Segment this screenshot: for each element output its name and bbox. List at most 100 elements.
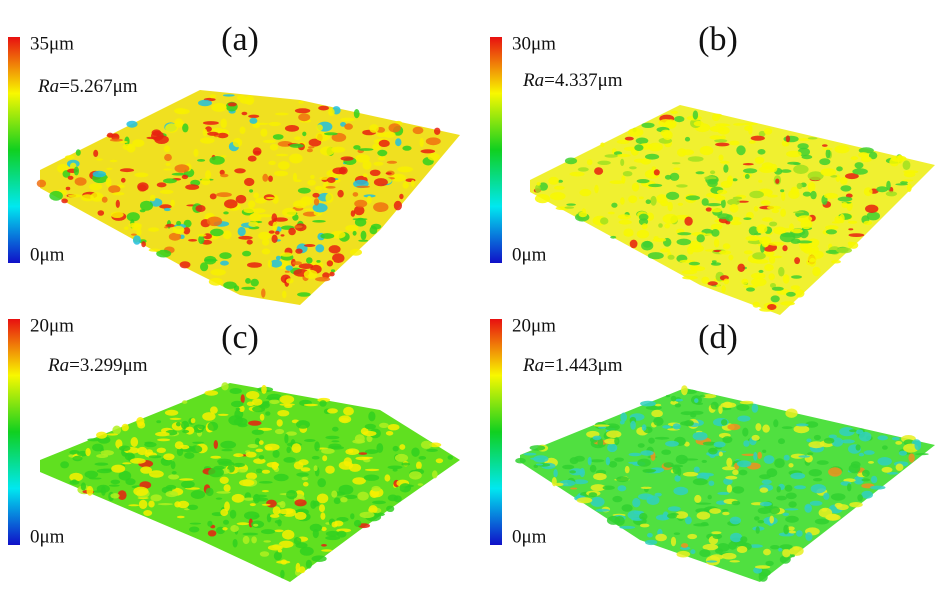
surface-texture [303,269,318,279]
surface-texture [200,137,215,144]
surface-texture [390,173,407,182]
surface-texture [364,468,380,472]
surface-texture [321,544,327,547]
surface-texture [676,184,688,188]
surface-texture [232,462,245,468]
surface-texture [397,166,413,173]
surface-texture [709,135,722,140]
surface-texture [165,490,178,498]
surface-texture [612,495,623,503]
surface-texture [274,428,285,435]
surface-texture [263,540,272,543]
surface-texture [133,486,149,496]
surface-texture [742,163,754,166]
surface-texture [386,160,398,164]
surface-texture [836,166,843,172]
surface-texture [366,435,373,443]
surface-texture [756,224,768,234]
roughness: Ra=5.267μm [37,76,138,97]
scale-max: 35μm [30,33,74,54]
surface-texture [278,540,294,548]
surface-texture [834,145,850,154]
surface-texture [627,510,643,520]
surface-texture [758,179,763,183]
surface-texture [369,226,378,235]
surface-texture [796,138,811,141]
surface-texture [285,265,293,271]
surface-texture [757,507,772,514]
surface-texture [716,189,728,195]
surface-texture [848,241,859,249]
surface-texture [309,523,323,532]
surface-texture [682,275,698,280]
surface-texture [85,448,91,457]
surface-texture [185,184,200,190]
surface-texture [322,455,328,462]
surface-texture [813,434,822,441]
surface-texture [304,439,316,442]
surface-texture [743,440,750,447]
surface-texture [326,260,334,267]
surface-texture [614,437,620,446]
surface-texture [535,463,544,466]
surface-texture [259,551,270,557]
surface-texture [429,442,442,448]
surface-texture [761,479,772,485]
surface-texture [667,513,677,519]
surface-texture [163,168,172,171]
surface-texture [728,541,738,550]
surface-texture [174,441,184,450]
surface-texture [718,405,723,415]
surface-texture [251,429,264,435]
surface-texture [757,520,765,524]
surface-texture [328,108,335,116]
surface-texture [124,452,135,461]
surface-texture [387,494,398,502]
surface-texture [739,400,754,405]
surface-texture [533,455,549,463]
surface-texture [164,153,172,162]
surface-texture [222,230,232,240]
surface-texture [426,448,438,452]
surface-texture [699,145,714,156]
surface-texture [109,138,123,142]
surface-texture [261,288,266,298]
surface-texture [523,452,537,456]
surface-texture [786,291,796,297]
surface-texture [614,516,625,526]
surface-texture [282,207,297,217]
scale-max: 30μm [512,33,556,54]
surface-texture [163,145,171,153]
surface-texture [696,511,711,520]
surface-texture [325,535,341,541]
surface-texture [655,403,662,407]
surface-texture [174,107,187,114]
surface-texture [796,240,813,244]
surface-texture [316,260,321,263]
surface-texture [223,519,229,525]
surface-texture [298,113,311,122]
surface-texture [564,206,575,209]
surface-texture [743,217,752,220]
surface-texture [72,455,83,462]
surface-texture [854,162,864,169]
surface-texture [903,171,916,178]
surface-texture [729,560,740,563]
surface-texture [168,232,182,241]
surface-texture [788,530,797,534]
surface-texture [172,225,185,235]
surface-texture [732,178,738,182]
surface-texture [205,170,212,180]
surface-texture [782,274,790,284]
surface-texture [692,110,699,120]
surface-texture [902,160,911,170]
ra-symbol: Ra [47,355,69,376]
surface-texture [181,420,189,430]
surface-texture [148,455,162,459]
surface-texture [280,252,293,257]
surface-texture [587,456,592,466]
surface-texture [629,239,638,249]
surface-texture [188,239,198,242]
surface-texture [132,235,141,245]
surface-texture [240,394,245,404]
